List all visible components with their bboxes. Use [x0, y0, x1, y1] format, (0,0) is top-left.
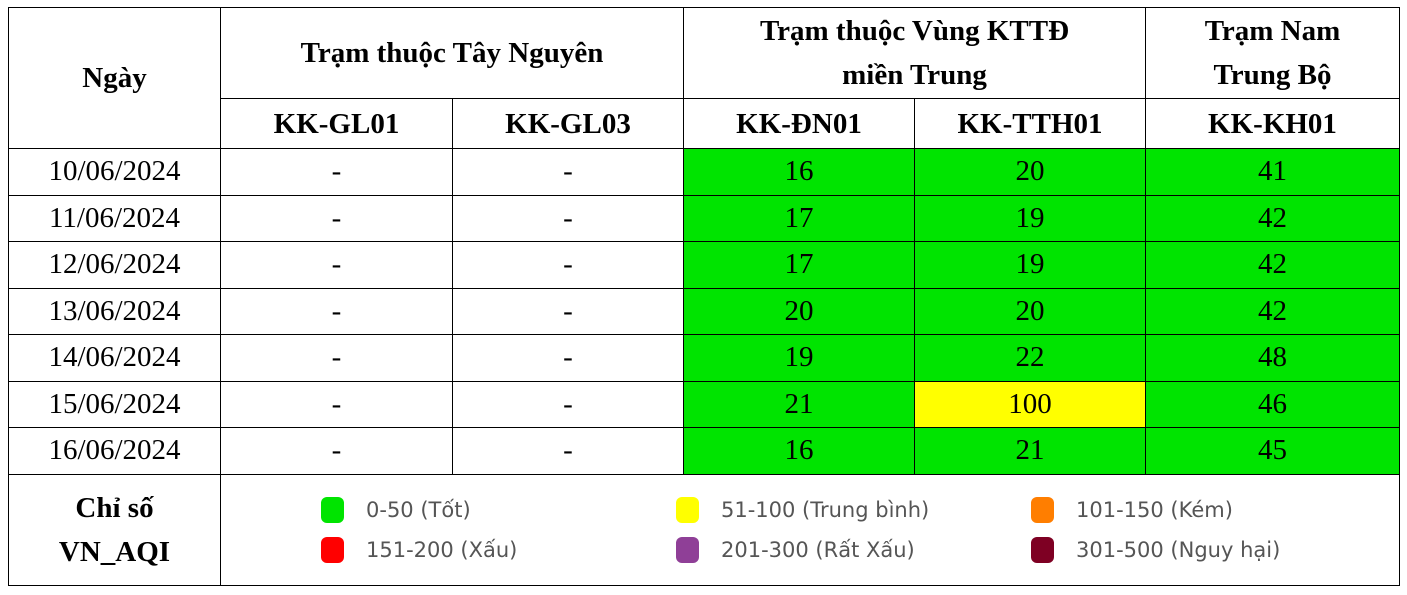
green-swatch-icon [321, 496, 344, 523]
group-header-line: Trạm Nam [1204, 15, 1341, 47]
value-cell: 100 [914, 380, 1146, 428]
legend-label-line: VN_AQI [58, 535, 171, 568]
group-header-line: miền Trung [842, 59, 987, 91]
table-row: 10/06/2024 - - 16 20 41 [8, 148, 1400, 196]
date-cell: 16/06/2024 [8, 427, 221, 475]
value-cell: - [452, 287, 684, 335]
value-cell: 19 [914, 194, 1146, 242]
legend-item-label: 0-50 (Tốt) [366, 497, 471, 522]
legend-item-good: 0-50 (Tốt) [321, 495, 676, 525]
value-cell: - [220, 427, 453, 475]
value-cell: 20 [914, 148, 1146, 196]
group-header-kttd-mien-trung: Trạm thuộc Vùng KTTĐ miền Trung [683, 7, 1146, 99]
value-cell: 45 [1145, 427, 1400, 475]
value-cell: 42 [1145, 194, 1400, 242]
station-header: KK-GL01 [220, 98, 453, 149]
yellow-swatch-icon [676, 496, 699, 523]
date-cell: 11/06/2024 [8, 194, 221, 242]
aqi-table: Ngày Trạm thuộc Tây Nguyên Trạm thuộc Vù… [8, 7, 1400, 586]
purple-swatch-icon [676, 536, 699, 563]
legend-label: Chỉ số VN_AQI [8, 473, 221, 586]
value-cell: 21 [914, 427, 1146, 475]
group-header-nam-trung-bo: Trạm Nam Trung Bộ [1145, 7, 1400, 99]
date-column-header: Ngày [8, 7, 221, 149]
table-row: 11/06/2024 - - 17 19 42 [8, 194, 1400, 242]
value-cell: 22 [914, 334, 1146, 382]
group-header-line: Trạm thuộc Vùng KTTĐ [759, 15, 1070, 47]
value-cell: 42 [1145, 241, 1400, 289]
value-cell: 19 [683, 334, 915, 382]
value-cell: - [452, 241, 684, 289]
value-cell: - [452, 334, 684, 382]
value-cell: 48 [1145, 334, 1400, 382]
value-cell: 16 [683, 148, 915, 196]
value-cell: - [220, 287, 453, 335]
legend-item-label: 301-500 (Nguy hại) [1076, 537, 1281, 562]
value-cell: - [452, 194, 684, 242]
value-cell: 19 [914, 241, 1146, 289]
value-cell: - [452, 148, 684, 196]
station-header: KK-ĐN01 [683, 98, 915, 149]
legend-item-label: 51-100 (Trung bình) [721, 497, 930, 522]
maroon-swatch-icon [1031, 536, 1054, 563]
legend-item-label: 151-200 (Xấu) [366, 537, 518, 562]
value-cell: 17 [683, 241, 915, 289]
date-cell: 13/06/2024 [8, 287, 221, 335]
legend-item-moderate: 51-100 (Trung bình) [676, 495, 1031, 525]
value-cell: 20 [683, 287, 915, 335]
legend-item-very-bad: 201-300 (Rất Xấu) [676, 535, 1031, 565]
legend-item-hazardous: 301-500 (Nguy hại) [1031, 535, 1386, 565]
value-cell: - [220, 148, 453, 196]
value-cell: 42 [1145, 287, 1400, 335]
legend-item-label: 101-150 (Kém) [1076, 497, 1233, 522]
orange-swatch-icon [1031, 496, 1054, 523]
date-cell: 15/06/2024 [8, 380, 221, 428]
legend-label-line: Chỉ số [75, 491, 154, 524]
date-cell: 12/06/2024 [8, 241, 221, 289]
value-cell: 16 [683, 427, 915, 475]
table-row: 13/06/2024 - - 20 20 42 [8, 287, 1400, 335]
value-cell: - [220, 380, 453, 428]
value-cell: 46 [1145, 380, 1400, 428]
legend-row: Chỉ số VN_AQI 0-50 (Tốt) 51-100 (Trung b… [8, 473, 1400, 586]
value-cell: - [220, 334, 453, 382]
date-cell: 14/06/2024 [8, 334, 221, 382]
legend-item-label: 201-300 (Rất Xấu) [721, 537, 915, 562]
value-cell: - [452, 427, 684, 475]
table-row: 14/06/2024 - - 19 22 48 [8, 334, 1400, 382]
station-header: KK-KH01 [1145, 98, 1400, 149]
red-swatch-icon [321, 536, 344, 563]
aqi-legend: 0-50 (Tốt) 51-100 (Trung bình) 101-150 (… [220, 473, 1400, 586]
value-cell: 21 [683, 380, 915, 428]
value-cell: - [452, 380, 684, 428]
value-cell: 41 [1145, 148, 1400, 196]
station-header: KK-TTH01 [914, 98, 1146, 149]
value-cell: 20 [914, 287, 1146, 335]
value-cell: - [220, 194, 453, 242]
table-row: 16/06/2024 - - 16 21 45 [8, 427, 1400, 475]
station-header: KK-GL03 [452, 98, 684, 149]
legend-item-bad: 151-200 (Xấu) [321, 535, 676, 565]
table-row: 15/06/2024 - - 21 100 46 [8, 380, 1400, 428]
date-cell: 10/06/2024 [8, 148, 221, 196]
value-cell: - [220, 241, 453, 289]
table-row: 12/06/2024 - - 17 19 42 [8, 241, 1400, 289]
group-header-tay-nguyen: Trạm thuộc Tây Nguyên [220, 7, 684, 99]
group-header-line: Trung Bộ [1213, 59, 1332, 91]
value-cell: 17 [683, 194, 915, 242]
legend-item-poor: 101-150 (Kém) [1031, 495, 1386, 525]
